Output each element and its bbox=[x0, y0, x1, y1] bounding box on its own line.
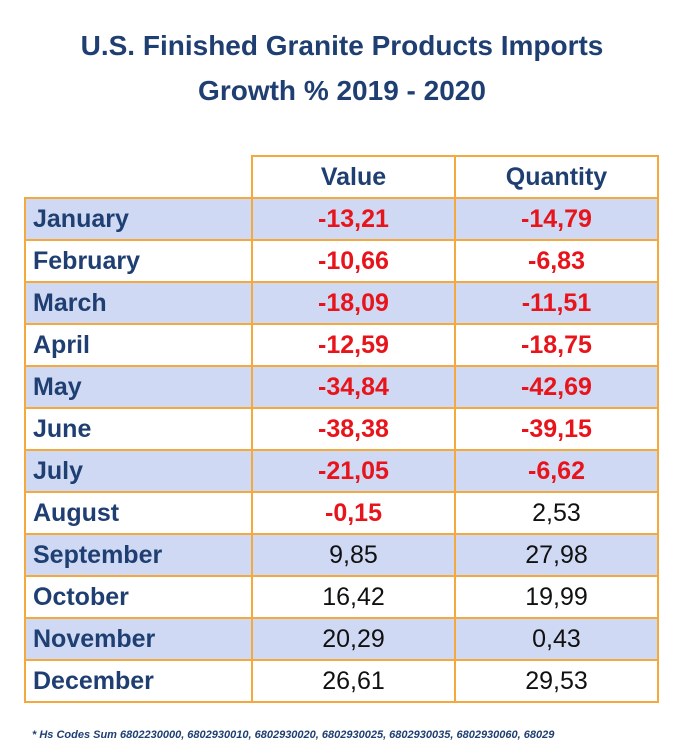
month-label: August bbox=[24, 491, 253, 535]
quantity-cell: 0,43 bbox=[454, 617, 659, 661]
quantity-cell: -39,15 bbox=[454, 407, 659, 451]
value-cell: -21,05 bbox=[251, 449, 456, 493]
value-cell: -34,84 bbox=[251, 365, 456, 409]
quantity-cell: -18,75 bbox=[454, 323, 659, 367]
month-label: June bbox=[24, 407, 253, 451]
table-row: May -34,84 -42,69 bbox=[24, 365, 659, 409]
value-cell: 16,42 bbox=[251, 575, 456, 619]
quantity-cell: -6,62 bbox=[454, 449, 659, 493]
quantity-cell: 27,98 bbox=[454, 533, 659, 577]
table-row: September 9,85 27,98 bbox=[24, 533, 659, 577]
month-label: October bbox=[24, 575, 253, 619]
table-row: April -12,59 -18,75 bbox=[24, 323, 659, 367]
value-cell: -10,66 bbox=[251, 239, 456, 283]
table-row: June -38,38 -39,15 bbox=[24, 407, 659, 451]
header-corner-cell bbox=[25, 156, 253, 199]
quantity-cell: 19,99 bbox=[454, 575, 659, 619]
table-row: February -10,66 -6,83 bbox=[24, 239, 659, 283]
growth-table: Value Quantity January -13,21 -14,79 Februa… bbox=[24, 155, 659, 703]
table-body: January -13,21 -14,79 February -10,66 -6,83 Ma… bbox=[24, 197, 659, 703]
month-label: September bbox=[24, 533, 253, 577]
value-cell: -13,21 bbox=[251, 197, 456, 241]
table-header-row: Value Quantity bbox=[25, 155, 659, 199]
value-cell: -18,09 bbox=[251, 281, 456, 325]
column-header-quantity: Quantity bbox=[454, 155, 659, 199]
table-row: January -13,21 -14,79 bbox=[24, 197, 659, 241]
month-label: March bbox=[24, 281, 253, 325]
month-label: July bbox=[24, 449, 253, 493]
quantity-cell: -6,83 bbox=[454, 239, 659, 283]
month-label: February bbox=[24, 239, 253, 283]
table-row: December 26,61 29,53 bbox=[24, 659, 659, 703]
footnote: * Hs Codes Sum 6802230000, 6802930010, 6… bbox=[32, 729, 555, 741]
table-row: July -21,05 -6,62 bbox=[24, 449, 659, 493]
value-cell: -12,59 bbox=[251, 323, 456, 367]
quantity-cell: -11,51 bbox=[454, 281, 659, 325]
chart-subtitle: Growth % 2019 - 2020 bbox=[198, 75, 486, 106]
chart-title: U.S. Finished Granite Products Imports bbox=[80, 30, 604, 61]
value-cell: -38,38 bbox=[251, 407, 456, 451]
month-label: December bbox=[24, 659, 253, 703]
month-label: November bbox=[24, 617, 253, 661]
table-row: October 16,42 19,99 bbox=[24, 575, 659, 619]
quantity-cell: 29,53 bbox=[454, 659, 659, 703]
value-cell: 9,85 bbox=[251, 533, 456, 577]
table-row: November 20,29 0,43 bbox=[24, 617, 659, 661]
column-header-value: Value bbox=[251, 155, 456, 199]
quantity-cell: -14,79 bbox=[454, 197, 659, 241]
value-cell: 20,29 bbox=[251, 617, 456, 661]
table-row: March -18,09 -11,51 bbox=[24, 281, 659, 325]
table-row: August -0,15 2,53 bbox=[24, 491, 659, 535]
month-label: April bbox=[24, 323, 253, 367]
quantity-cell: -42,69 bbox=[454, 365, 659, 409]
value-cell: 26,61 bbox=[251, 659, 456, 703]
quantity-cell: 2,53 bbox=[454, 491, 659, 535]
month-label: May bbox=[24, 365, 253, 409]
value-cell: -0,15 bbox=[251, 491, 456, 535]
month-label: January bbox=[24, 197, 253, 241]
